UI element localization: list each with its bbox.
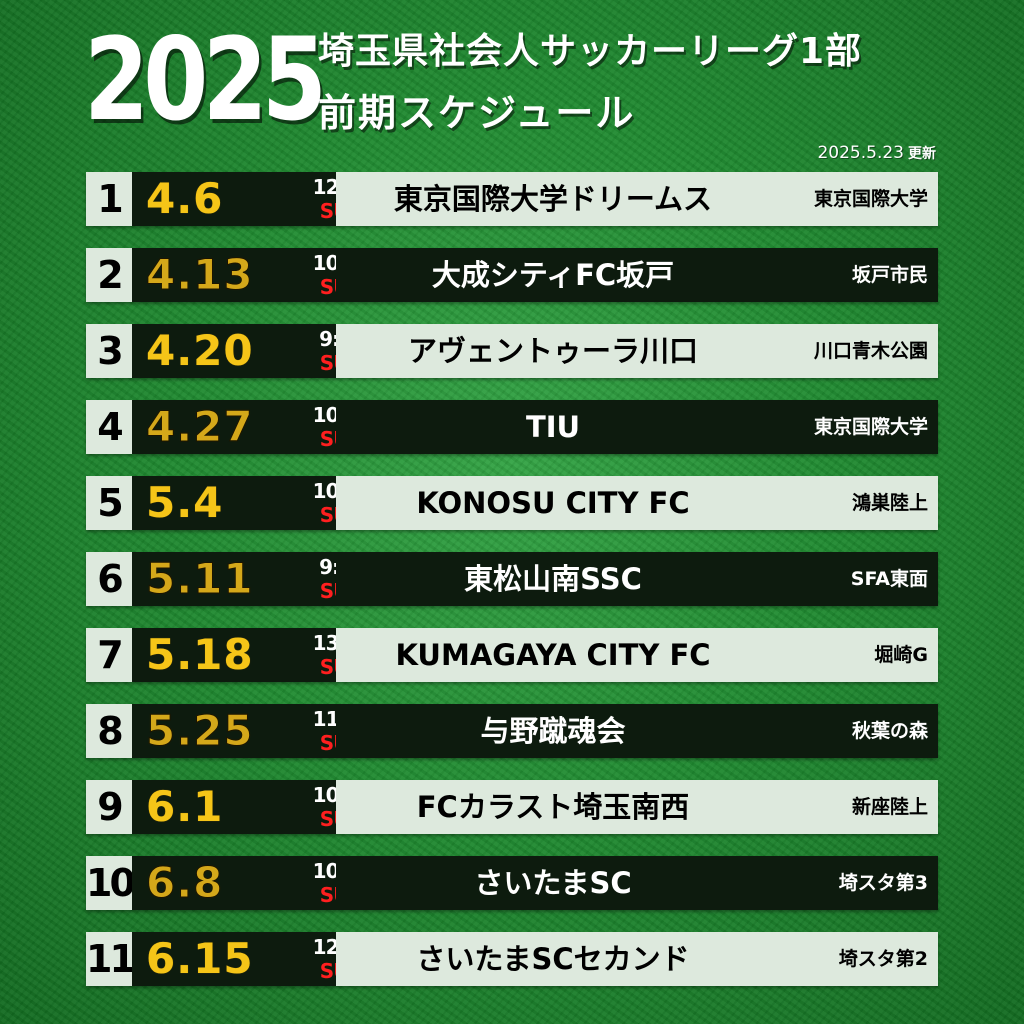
match-row: 4 4.27 10:00 SUN TIU 東京国際大学 (86, 400, 938, 454)
date-time-cell: 4.6 12:00 SUN (132, 172, 372, 226)
opponent-team: TIU (525, 410, 581, 444)
match-number: 4 (86, 400, 132, 454)
date-time-cell: 6.8 10:00 SUN (132, 856, 372, 910)
match-row: 1 4.6 12:00 SUN 東京国際大学ドリームス 東京国際大学 (86, 172, 938, 226)
match-date: 4.27 (146, 402, 254, 452)
match-row: 5 5.4 10:00 SUN KONOSU CITY FC 鴻巣陸上 (86, 476, 938, 530)
opponent-team: 東松山南SSC (464, 562, 642, 596)
match-date: 4.6 (146, 174, 224, 223)
match-venue: 埼スタ第2 (838, 948, 928, 970)
match-number: 2 (86, 248, 132, 302)
date-time-cell: 5.11 9:30 SUN (132, 552, 366, 606)
opponent-team: さいたまSC (474, 866, 632, 900)
match-date: 5.4 (146, 478, 224, 527)
opponent-cell: 大成シティFC坂戸 坂戸市民 (336, 248, 938, 302)
date-time-cell: 6.15 12:00 SUN (132, 932, 372, 986)
match-venue: 埼スタ第3 (838, 872, 928, 894)
opponent-team: アヴェントゥーラ川口 (407, 334, 698, 368)
opponent-cell: KONOSU CITY FC 鴻巣陸上 (336, 476, 938, 530)
opponent-cell: 東松山南SSC SFA東面 (336, 552, 938, 606)
date-time-cell: 5.18 13:00 SUN (132, 628, 372, 682)
opponent-cell: さいたまSCセカンド 埼スタ第2 (336, 932, 938, 986)
match-number: 8 (86, 704, 132, 758)
date-time-cell: 4.20 9:30 SUN (132, 324, 366, 378)
match-number: 9 (86, 780, 132, 834)
match-date: 4.13 (146, 250, 254, 300)
match-venue: 鴻巣陸上 (851, 492, 928, 514)
match-date: 6.8 (145, 858, 224, 908)
match-venue: 東京国際大学 (813, 188, 928, 210)
date-time-cell: 4.27 10:00 SUN (132, 400, 372, 454)
match-row: 2 4.13 10:00 SUN 大成シティFC坂戸 坂戸市民 (86, 248, 938, 302)
match-row: 10 6.8 10:00 SUN さいたまSC 埼スタ第3 (86, 856, 938, 910)
date-time-cell: 4.13 10:00 SUN (132, 248, 372, 302)
match-row: 11 6.15 12:00 SUN さいたまSCセカンド 埼スタ第2 (86, 932, 938, 986)
match-row: 8 5.25 11:00 SUN 与野蹴魂会 秋葉の森 (86, 704, 938, 758)
opponent-cell: KUMAGAYA CITY FC 堀崎G (336, 628, 938, 682)
match-venue: 新座陸上 (851, 796, 928, 818)
schedule-subtitle: 前期スケジュール (318, 91, 636, 135)
match-venue: 川口青木公園 (813, 340, 928, 362)
match-venue: 堀崎G (874, 644, 928, 666)
match-venue: 坂戸市民 (851, 264, 928, 286)
date-time-cell: 5.4 10:00 SUN (132, 476, 372, 530)
opponent-team: 与野蹴魂会 (480, 714, 626, 748)
opponent-team: FCカラスト埼玉南西 (416, 790, 690, 824)
updated-stamp: 2025.5.23 更新 (817, 143, 936, 163)
match-venue: 東京国際大学 (813, 416, 928, 438)
league-title: 埼玉県社会人サッカーリーグ1部 (318, 31, 863, 72)
opponent-cell: アヴェントゥーラ川口 川口青木公園 (336, 324, 938, 378)
match-number: 3 (86, 324, 132, 378)
match-row: 3 4.20 9:30 SUN アヴェントゥーラ川口 川口青木公園 (86, 324, 938, 378)
match-date: 4.20 (146, 326, 254, 375)
opponent-team: 大成シティFC坂戸 (431, 258, 675, 292)
match-venue: 秋葉の森 (851, 720, 928, 742)
match-number: 10 (86, 856, 136, 910)
match-date: 6.1 (146, 782, 224, 831)
match-number: 7 (86, 628, 132, 682)
updated-date: 2025.5.23 (817, 143, 904, 163)
match-date: 6.15 (146, 934, 254, 983)
match-date: 5.25 (146, 706, 254, 756)
match-row: 7 5.18 13:00 SUN KUMAGAYA CITY FC 堀崎G (86, 628, 938, 682)
season-year: 2025 (84, 13, 327, 146)
match-date: 5.18 (146, 630, 254, 679)
match-number: 6 (86, 552, 132, 606)
opponent-cell: TIU 東京国際大学 (336, 400, 938, 454)
date-time-cell: 6.1 10:00 SUN (132, 780, 372, 834)
opponent-cell: 東京国際大学ドリームス 東京国際大学 (336, 172, 938, 226)
match-row: 6 5.11 9:30 SUN 東松山南SSC SFA東面 (86, 552, 938, 606)
match-number: 11 (86, 932, 136, 986)
updated-label: 更新 (908, 146, 936, 162)
date-time-cell: 5.25 11:00 SUN (132, 704, 372, 758)
match-row: 9 6.1 10:00 SUN FCカラスト埼玉南西 新座陸上 (86, 780, 938, 834)
opponent-team: KUMAGAYA CITY FC (395, 638, 711, 672)
match-venue: SFA東面 (850, 568, 928, 590)
opponent-team: 東京国際大学ドリームス (393, 182, 713, 216)
opponent-team: KONOSU CITY FC (416, 486, 690, 520)
opponent-cell: FCカラスト埼玉南西 新座陸上 (336, 780, 938, 834)
opponent-team: さいたまSCセカンド (416, 942, 690, 976)
match-number: 1 (86, 172, 132, 226)
opponent-cell: さいたまSC 埼スタ第3 (336, 856, 938, 910)
match-number: 5 (86, 476, 132, 530)
match-date: 5.11 (146, 554, 254, 604)
opponent-cell: 与野蹴魂会 秋葉の森 (336, 704, 938, 758)
